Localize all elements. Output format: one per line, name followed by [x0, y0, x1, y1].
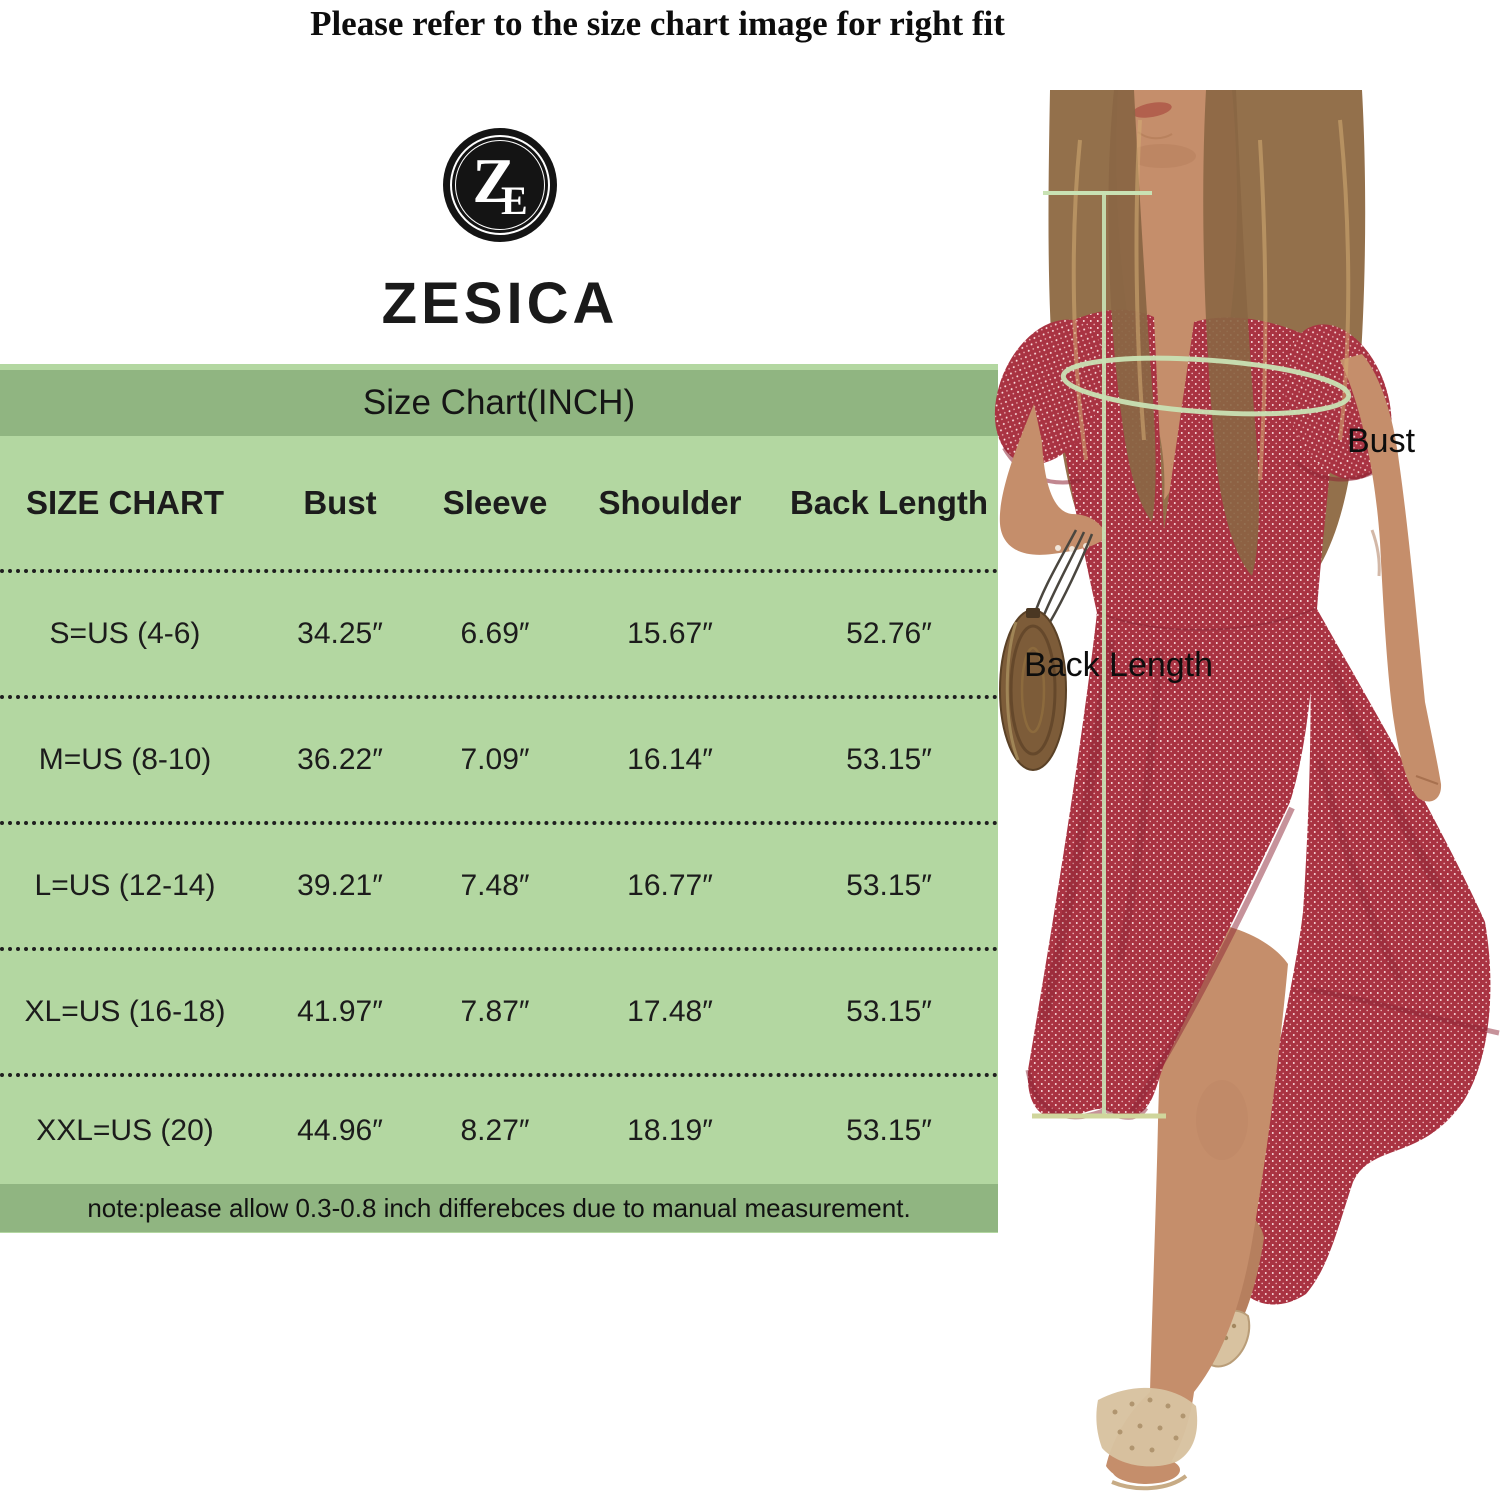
model-left-arm [999, 404, 1106, 555]
back-length-cell: 53.15″ [846, 995, 932, 1028]
page-title: Please refer to the size chart image for… [310, 4, 1005, 43]
back-length-cell: 53.15″ [846, 869, 932, 902]
shoulder-cell: 18.19″ [627, 1113, 713, 1147]
sleeve-cell: 6.69″ [460, 617, 530, 650]
table-row: S=US (4-6) 34.25″ 6.69″ 15.67″ 52.76″ [0, 569, 998, 695]
sleeve-cell: 7.09″ [460, 743, 530, 776]
column-header: Shoulder [598, 483, 742, 521]
skirt-slit-ruffle [1129, 806, 1295, 1114]
bust-cell: 44.96″ [297, 1113, 383, 1147]
size-label-cell: XXL=US (20) [36, 1113, 214, 1147]
front-sandal [1096, 1387, 1198, 1467]
size-label-cell: L=US (12-14) [34, 869, 216, 902]
model-illustration [994, 90, 1500, 1491]
zesica-logo-icon: ZE [443, 128, 557, 242]
dress-skirt-back [1235, 609, 1491, 1305]
size-table-header-row: SIZE CHART Bust Sleeve Shoulder Back Length [0, 436, 998, 569]
column-header: SIZE CHART [26, 483, 224, 521]
logo-monogram: ZE [472, 149, 527, 221]
size-chart-title: Size Chart(INCH) [0, 370, 998, 436]
model-photo: Bust Back Length [900, 60, 1500, 1496]
table-row: XL=US (16-18) 41.97″ 7.87″ 17.48″ 53.15″ [0, 947, 998, 1073]
hair-strand-right [1203, 90, 1259, 576]
bust-measure-ellipse [1060, 355, 1352, 417]
shoulder-cell: 17.48″ [627, 995, 713, 1028]
shoulder-cell: 16.77″ [627, 869, 713, 902]
table-row: XXL=US (20) 44.96″ 8.27″ 18.19″ 53.15″ [0, 1073, 998, 1184]
shoulder-cell: 15.67″ [627, 617, 713, 650]
column-header: Sleeve [442, 483, 548, 521]
table-row: M=US (8-10) 36.22″ 7.09″ 16.14″ 53.15″ [0, 695, 998, 821]
front-sandal-weave [1112, 1397, 1186, 1453]
sleeve-cell: 7.87″ [460, 995, 530, 1028]
sandal-sole [1111, 1474, 1188, 1491]
bust-cell: 34.25″ [297, 617, 383, 650]
table-row: L=US (12-14) 39.21″ 7.48″ 16.77″ 53.15″ [0, 821, 998, 947]
column-header: Bust [303, 483, 377, 521]
hand-line [1415, 775, 1439, 785]
size-table-body: S=US (4-6) 34.25″ 6.69″ 15.67″ 52.76″ M=US (8… [0, 569, 998, 1184]
sleeve-cell: 8.27″ [460, 1113, 530, 1147]
fingernail [1055, 545, 1061, 551]
bust-annotation-label: Bust [1347, 422, 1416, 460]
skirt-back-fold [1316, 759, 1404, 982]
lips [1132, 102, 1172, 118]
skirt-back-fold [1325, 658, 1445, 893]
back-length-cell: 53.15″ [846, 1113, 932, 1147]
jaw-shadow [1128, 144, 1196, 168]
column-header: Back Length [789, 483, 989, 521]
knee-shading [1196, 1080, 1248, 1160]
brand-block: ZE ZESICA [340, 128, 660, 337]
skirt-front-fold [1116, 649, 1164, 961]
brand-name: ZESICA [381, 271, 619, 336]
model-right-arm [1340, 354, 1442, 802]
skirt-back-ruffle [1310, 987, 1500, 1036]
elbow-shadow [1370, 529, 1381, 577]
bust-cell: 41.97″ [297, 995, 383, 1028]
shoulder-cell: 16.14″ [627, 743, 713, 776]
back-length-cell: 52.76″ [846, 617, 932, 650]
size-label-cell: S=US (4-6) [49, 617, 201, 650]
model-front-leg [1150, 921, 1288, 1392]
size-label-cell: XL=US (16-18) [24, 995, 226, 1028]
bust-cell: 39.21″ [297, 869, 383, 902]
logo-monogram-e: E [501, 178, 528, 223]
back-length-annotation-label: Back Length [1024, 646, 1214, 684]
bust-cell: 36.22″ [297, 743, 383, 776]
round-wooden-bag [999, 608, 1067, 771]
logo-monogram-z: Z [472, 145, 515, 216]
size-label-cell: M=US (8-10) [38, 743, 212, 776]
back-length-cell: 53.15″ [846, 743, 932, 776]
dress-skirt-front [1027, 609, 1317, 1119]
sleeve-cell: 7.48″ [460, 869, 530, 902]
size-chart-note: note:please allow 0.3-0.8 inch differebc… [0, 1184, 998, 1232]
size-chart-table: Size Chart(INCH) SIZE CHART Bust Sleeve Sho… [0, 364, 998, 1233]
fingernail [1069, 546, 1075, 552]
